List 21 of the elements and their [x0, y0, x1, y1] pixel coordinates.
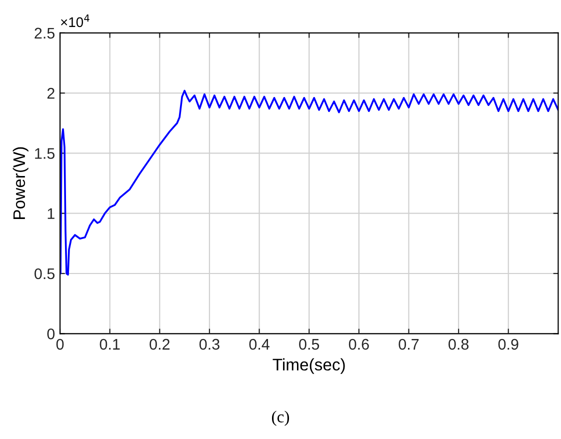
y-tick-label: 0.5 — [34, 268, 55, 280]
y-tick-label: 2 — [47, 88, 54, 99]
x-tick-label: 0.8 — [448, 338, 469, 350]
x-tick-label: 0.2 — [150, 338, 170, 350]
x-tick-label: 0.1 — [100, 338, 120, 350]
line-series — [60, 90, 558, 276]
x-tick-label: 0.5 — [299, 338, 320, 350]
x-axis-title: Time(sec) — [272, 358, 345, 374]
y-tick-label: 1 — [48, 208, 54, 219]
x-tick-label: 0.6 — [348, 338, 369, 350]
y-tick-label: 0 — [47, 328, 55, 340]
y-tick-label: 1.5 — [35, 148, 55, 159]
x-tick-label: 0.7 — [398, 338, 419, 350]
y-axis-title: Power(W) — [12, 147, 28, 219]
x-tick-label: 0 — [56, 338, 64, 350]
text: (c) — [272, 410, 290, 426]
x-tick-label: 0.3 — [199, 338, 220, 350]
x-tick-label: 0.9 — [498, 338, 518, 350]
text: ×10$^{4}$ — [60, 14, 90, 28]
x-tick-label: 0.4 — [249, 338, 270, 350]
y-tick-label: 2.5 — [34, 28, 55, 39]
